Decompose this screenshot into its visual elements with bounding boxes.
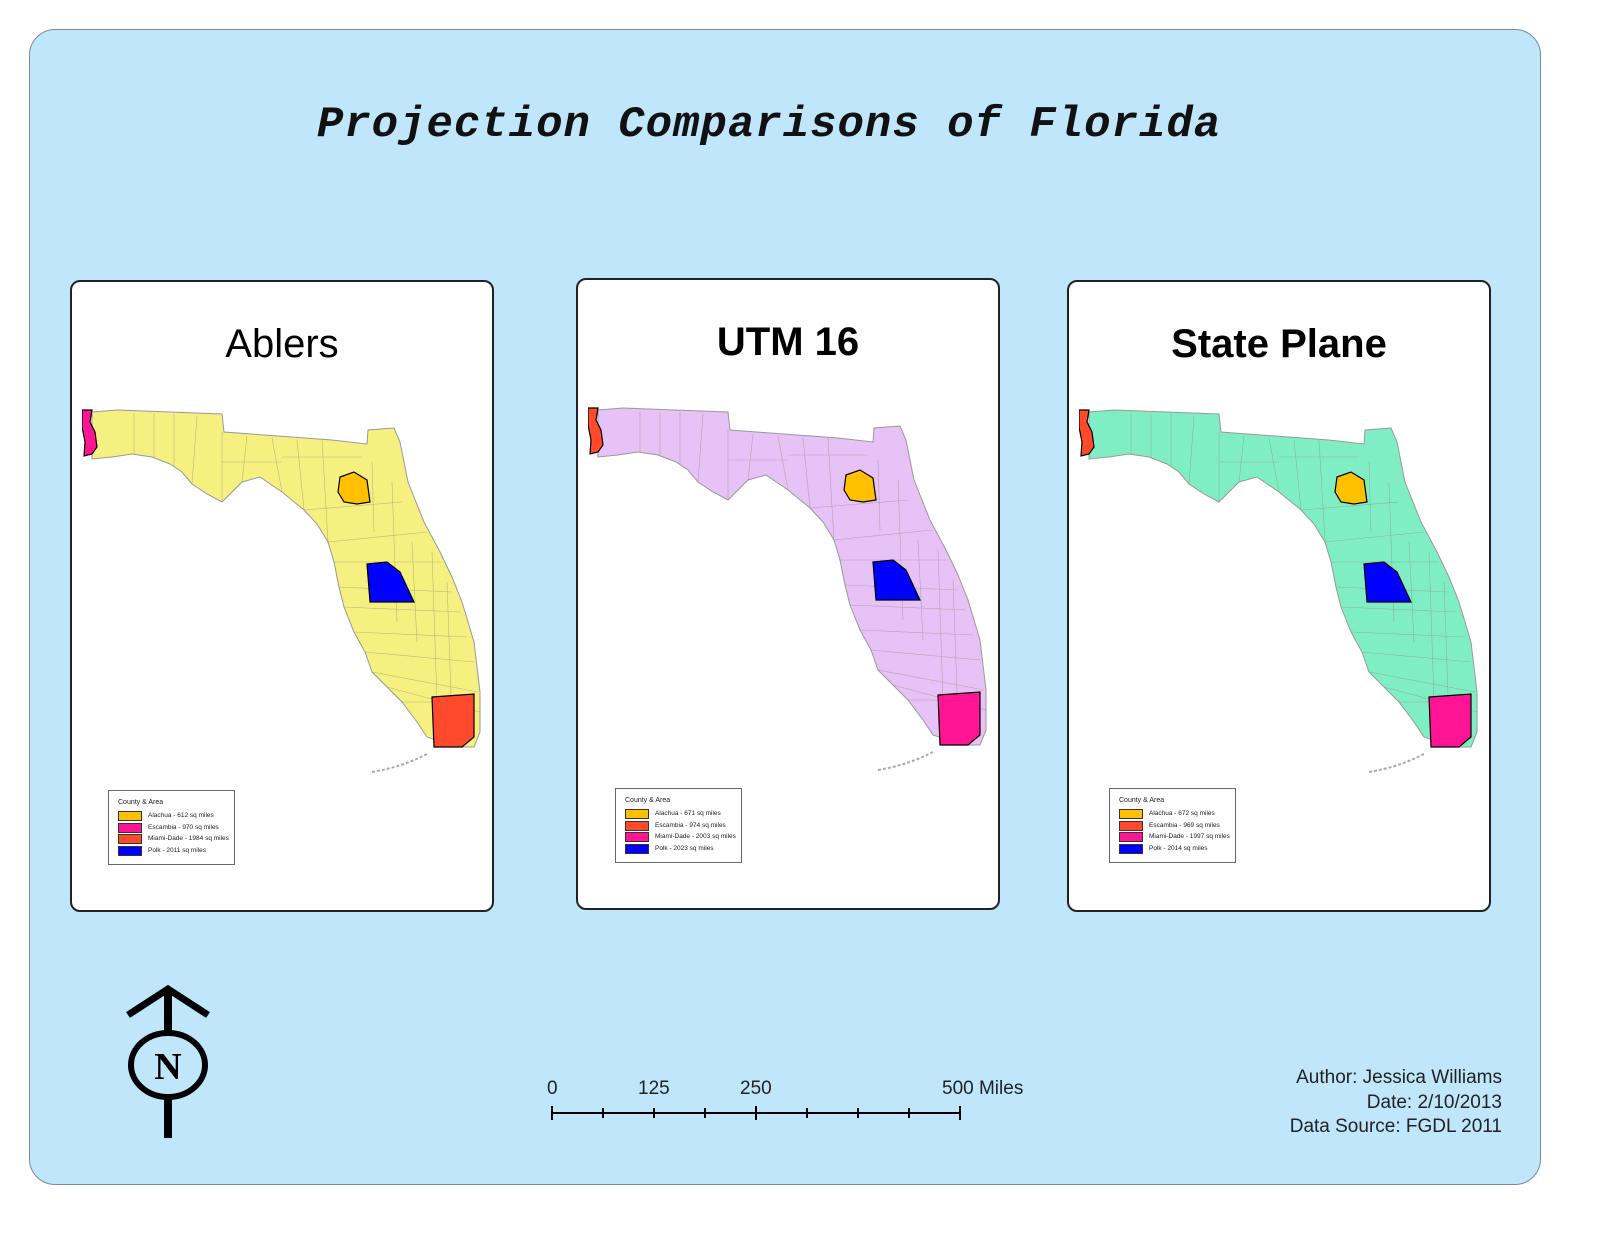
legend-item: Escambia - 969 sq miles — [1119, 820, 1220, 831]
panel-title: State Plane — [1171, 322, 1387, 366]
north-arrow-icon: N — [126, 984, 210, 1138]
legend-swatch — [118, 833, 142, 844]
legend-swatch — [118, 845, 142, 856]
legend-item: Escambia - 970 sq miles — [118, 822, 219, 833]
credits: Author: Jessica Williams Date: 2/10/2013… — [1290, 1066, 1502, 1140]
scale-label: 500 Miles — [942, 1078, 1024, 1099]
scale-ruler — [551, 1106, 961, 1120]
legend-item: Polk - 2023 sq miles — [625, 843, 714, 854]
legend-swatch — [1119, 820, 1143, 831]
legend-item: Miami-Dade - 1997 sq miles — [1119, 831, 1230, 842]
scale-bar: 0 125 250 500 Miles — [540, 1078, 1040, 1128]
legend: County & Area Alachua - 612 sq miles Esc… — [108, 790, 235, 865]
florida-map — [588, 407, 987, 771]
map-panel-state-plane: State Plane County & Area Alachua - 672 … — [1067, 280, 1491, 912]
legend-swatch — [625, 843, 649, 854]
florida-map — [82, 409, 481, 773]
legend: County & Area Alachua - 672 sq miles Esc… — [1109, 788, 1236, 863]
legend-item: Alachua - 672 sq miles — [1119, 808, 1215, 819]
legend-swatch — [118, 822, 142, 833]
legend-item: Escambia - 974 sq miles — [625, 820, 726, 831]
legend-label: Polk - 2011 sq miles — [148, 847, 207, 854]
legend-label: Alachua - 672 sq miles — [1149, 810, 1215, 817]
legend-item: Polk - 2014 sq miles — [1119, 843, 1208, 854]
legend-label: Alachua - 671 sq miles — [655, 810, 721, 817]
legend-swatch — [1119, 831, 1143, 842]
legend-item: Miami-Dade - 2003 sq miles — [625, 831, 736, 842]
panel-title: UTM 16 — [716, 320, 860, 364]
author-text: Author: Jessica Williams — [1296, 1067, 1502, 1088]
legend-label: Polk - 2023 sq miles — [655, 845, 714, 852]
legend-swatch — [1119, 843, 1143, 854]
legend-label: Escambia - 974 sq miles — [655, 822, 726, 829]
legend-label: Alachua - 612 sq miles — [148, 812, 214, 819]
scale-label: 250 — [740, 1078, 772, 1099]
legend-label: Polk - 2014 sq miles — [1149, 845, 1208, 852]
legend-item: Polk - 2011 sq miles — [118, 845, 207, 856]
data-source-text: Data Source: FGDL 2011 — [1289, 1116, 1502, 1137]
legend-label: Escambia - 969 sq miles — [1149, 822, 1220, 829]
legend-swatch — [625, 831, 649, 842]
legend-swatch — [625, 808, 649, 819]
page-title: Projection Comparisons of Florida — [316, 100, 1222, 150]
legend-swatch — [625, 820, 649, 831]
scale-label: 125 — [638, 1078, 670, 1099]
legend-title: County & Area — [1119, 797, 1165, 804]
legend-swatch — [1119, 808, 1143, 819]
legend-item: Alachua - 671 sq miles — [625, 808, 721, 819]
scale-label: 0 — [547, 1078, 558, 1099]
date-text: Date: 2/10/2013 — [1366, 1091, 1502, 1113]
florida-map — [1079, 409, 1478, 773]
legend-label: Miami-Dade - 1984 sq miles — [148, 835, 229, 842]
legend-item: Miami-Dade - 1984 sq miles — [118, 833, 229, 844]
legend-label: Escambia - 970 sq miles — [148, 824, 219, 831]
legend-label: Miami-Dade - 1997 sq miles — [1149, 833, 1230, 840]
legend-label: Miami-Dade - 2003 sq miles — [655, 833, 736, 840]
map-panel-utm16: UTM 16 County & Area Alachua - 671 sq mi… — [576, 278, 1000, 910]
legend: County & Area Alachua - 671 sq miles Esc… — [615, 788, 742, 863]
legend-item: Alachua - 612 sq miles — [118, 810, 214, 821]
svg-text:N: N — [154, 1046, 181, 1088]
map-panel-albers: Ablers County & Area Alachua - 612 sq mi… — [70, 280, 494, 912]
legend-title: County & Area — [118, 799, 164, 806]
legend-title: County & Area — [625, 797, 671, 804]
legend-swatch — [118, 810, 142, 821]
panel-title: Ablers — [225, 322, 339, 366]
